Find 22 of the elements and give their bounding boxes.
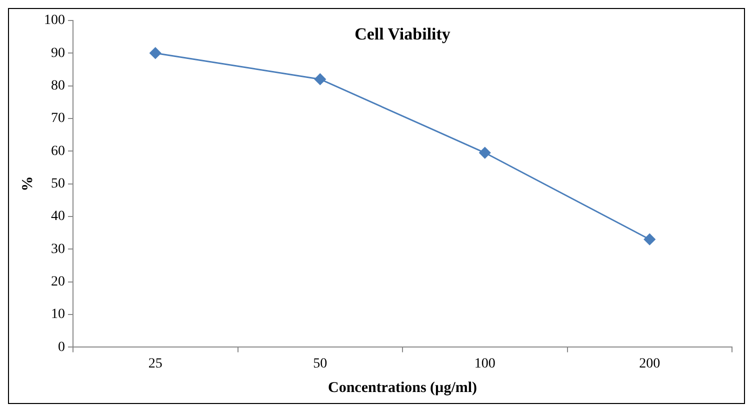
- y-tick-label: 10: [51, 307, 65, 322]
- y-tick-label: 20: [51, 274, 65, 290]
- x-tick-label: 100: [474, 356, 496, 372]
- x-tick-label: 50: [313, 356, 328, 372]
- y-tick-label: 50: [51, 176, 65, 192]
- point: [150, 47, 162, 59]
- point: [479, 147, 491, 159]
- x-tick-label: 25: [148, 356, 162, 372]
- x-axis-title: Concentrations (µg/ml): [328, 380, 478, 396]
- y-tick-label: 90: [51, 46, 65, 61]
- point: [644, 234, 656, 246]
- y-tick-label: 0: [58, 340, 65, 355]
- y-tick-label: 30: [51, 242, 65, 257]
- y-tick-label: 40: [51, 209, 65, 224]
- y-tick-label: 60: [51, 144, 65, 159]
- y-tick-label: 70: [51, 111, 65, 126]
- x-tick-label: 200: [639, 356, 660, 372]
- chart-title: Cell Viability: [354, 24, 451, 44]
- y-tick-label: 80: [51, 78, 65, 94]
- point: [314, 73, 326, 85]
- y-tick-label: 100: [44, 13, 65, 28]
- y-axis-title: %: [20, 176, 36, 192]
